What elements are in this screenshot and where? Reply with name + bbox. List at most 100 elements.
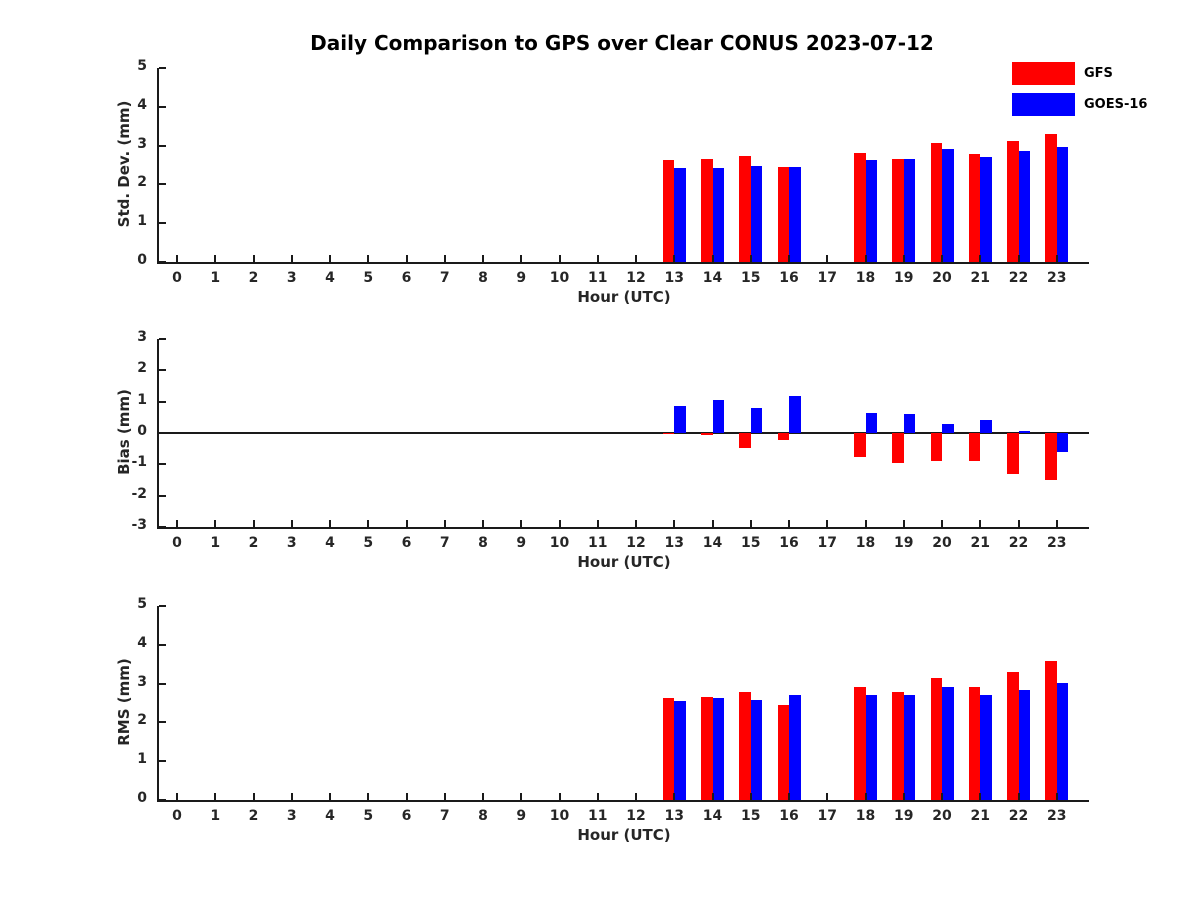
y-tick-label-1: 1 (137, 751, 147, 768)
gfs-bar-hour-13 (662, 433, 675, 434)
x-axis-tick (864, 520, 867, 527)
gfs-bar-hour-19 (892, 433, 904, 463)
x-axis-tick (520, 793, 523, 800)
x-axis-tick (1055, 520, 1058, 527)
x-tick-label-1: 1 (210, 270, 221, 286)
y-tick-label-4: 4 (137, 96, 147, 113)
x-tick-label-1: 1 (210, 808, 221, 824)
goes16-bar-hour-20 (942, 424, 954, 433)
y-tick-label-2: 2 (137, 360, 147, 377)
y-axis-tick (159, 643, 166, 646)
y-tick-label-3: 3 (137, 673, 147, 690)
goes16-bar-hour-13 (674, 405, 686, 433)
x-tick-label-17: 17 (817, 270, 837, 286)
x-tick-label-19: 19 (894, 535, 914, 551)
x-tick-label-3: 3 (286, 535, 297, 551)
x-axis-tick (979, 255, 982, 262)
x-tick-label-19: 19 (894, 270, 914, 286)
y-axis-label: Bias (mm) (115, 389, 133, 475)
y-tick-label-0: 0 (137, 790, 147, 806)
x-tick-label-4: 4 (325, 270, 335, 286)
x-axis-tick (788, 520, 790, 527)
gfs-bar-hour-13 (662, 160, 675, 262)
goes16-bar-hour-15 (750, 407, 763, 433)
x-tick-label-18: 18 (855, 535, 876, 551)
goes16-bar-hour-23 (1056, 147, 1069, 262)
x-tick-label-7: 7 (439, 808, 450, 824)
gfs-bar-hour-15 (739, 433, 751, 449)
x-tick-label-14: 14 (702, 270, 723, 286)
x-tick-label-18: 18 (855, 270, 876, 286)
x-tick-label-23: 23 (1047, 808, 1067, 824)
x-axis-tick (826, 255, 829, 262)
legend-swatch-goes16-icon (1012, 93, 1075, 116)
x-axis-tick (329, 793, 331, 800)
x-tick-label-21: 21 (970, 808, 990, 824)
x-tick-label-23: 23 (1047, 535, 1067, 551)
x-axis-tick (635, 255, 637, 262)
x-axis-tick (635, 793, 637, 800)
x-tick-label-22: 22 (1008, 270, 1029, 286)
bias-plot: 0 1 2 3 4 5 6 7 8 9 10 11 12 13 14 15 16 17 18 19 20 21 22 23 3 2… (115, 329, 1089, 571)
x-tick-label-8: 8 (478, 270, 488, 286)
goes16-bar-hour-22 (1018, 150, 1030, 262)
x-tick-label-18: 18 (855, 808, 876, 824)
goes16-bar-hour-23 (1056, 433, 1069, 452)
x-tick-label-7: 7 (439, 535, 450, 551)
x-tick-label-10: 10 (549, 535, 570, 551)
gfs-bar-hour-14 (701, 696, 713, 800)
x-axis-label: Hour (UTC) (577, 553, 671, 571)
goes16-bar-hour-22 (1018, 689, 1030, 800)
goes16-bar-hour-23 (1056, 682, 1069, 800)
x-tick-label-14: 14 (702, 808, 723, 824)
x-axis-tick (520, 520, 523, 527)
goes16-bar-hour-21 (980, 420, 992, 433)
x-axis-tick (367, 255, 370, 262)
x-tick-label-9: 9 (516, 808, 527, 824)
x-axis-tick (596, 520, 599, 527)
x-tick-label-12: 12 (626, 270, 646, 286)
x-tick-label-10: 10 (549, 270, 570, 286)
goes16-bar-hour-21 (980, 157, 992, 262)
stddev-plot: 0 1 2 3 4 5 6 7 8 9 10 11 12 13 14 15 16 17 18 19 20 21 22 23 0 1… (115, 58, 1089, 306)
y-axis-tick (159, 463, 166, 466)
x-axis-tick (367, 793, 370, 800)
legend-item-goes16: GOES-16 (1012, 93, 1147, 116)
x-tick-label-6: 6 (401, 808, 412, 824)
x-axis-tick (252, 255, 255, 262)
x-tick-label-2: 2 (248, 270, 259, 286)
gfs-bar-hour-22 (1007, 433, 1019, 474)
legend-label-goes16: GOES-16 (1084, 97, 1148, 112)
x-tick-label-4: 4 (325, 808, 335, 824)
x-axis-tick (749, 520, 752, 527)
goes16-bar-hour-16 (789, 694, 801, 800)
x-axis-tick (558, 520, 561, 527)
goes16-bar-hour-13 (674, 700, 686, 800)
goes16-bar-hour-18 (865, 694, 877, 800)
x-tick-label-16: 16 (779, 535, 799, 551)
x-tick-label-7: 7 (439, 270, 450, 286)
x-axis-tick (482, 255, 484, 262)
x-axis-tick (1055, 793, 1058, 800)
x-tick-label-0: 0 (172, 535, 182, 551)
x-axis-tick (329, 255, 331, 262)
x-tick-label-16: 16 (779, 808, 799, 824)
legend-item-gfs: GFS (1012, 62, 1147, 85)
x-tick-label-13: 13 (664, 535, 684, 551)
gfs-bar-hour-23 (1045, 433, 1057, 480)
x-axis-tick (902, 520, 905, 527)
y-tick-label--3: -3 (131, 517, 147, 533)
x-axis-tick (252, 793, 255, 800)
x-axis-tick (520, 255, 523, 262)
x-tick-label-14: 14 (702, 535, 723, 551)
y-tick-label-3: 3 (137, 329, 147, 345)
x-tick-label-3: 3 (286, 808, 297, 824)
gfs-bar-hour-15 (739, 692, 751, 800)
x-axis-tick (711, 520, 714, 527)
x-tick-label-23: 23 (1047, 270, 1067, 286)
goes16-bar-hour-16 (789, 396, 801, 433)
x-axis-tick (749, 793, 752, 800)
gfs-bar-hour-20 (930, 677, 942, 800)
x-axis-tick (673, 255, 676, 262)
x-axis-tick (864, 793, 867, 800)
